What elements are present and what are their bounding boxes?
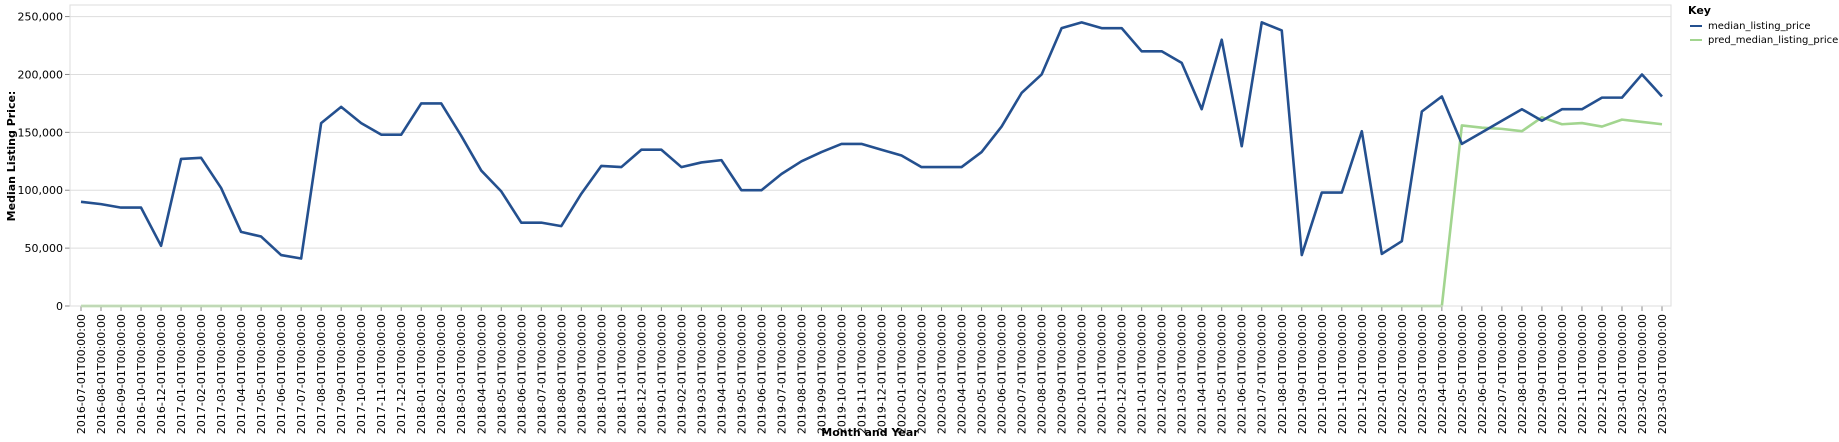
- x-tick-label: 2019-07-01T00:00:00: [775, 314, 788, 434]
- x-tick-label: 2017-01-01T00:00:00: [175, 314, 188, 434]
- x-tick-label: 2021-07-01T00:00:00: [1256, 314, 1269, 434]
- x-tick-label: 2016-10-01T00:00:00: [135, 314, 148, 434]
- x-tick-label: 2023-02-01T00:00:00: [1636, 314, 1649, 434]
- x-tick-label: 2023-01-01T00:00:00: [1616, 314, 1629, 434]
- y-axis-title: Median Listing Price:: [5, 91, 18, 222]
- x-tick-label: 2021-06-01T00:00:00: [1236, 314, 1249, 434]
- x-tick-label: 2019-08-01T00:00:00: [795, 314, 808, 434]
- x-tick-label: 2022-03-01T00:00:00: [1416, 314, 1429, 434]
- x-tick-label: 2020-05-01T00:00:00: [976, 314, 989, 434]
- x-tick-label: 2019-04-01T00:00:00: [715, 314, 728, 434]
- x-tick-label: 2018-01-01T00:00:00: [415, 314, 428, 434]
- x-tick-label: 2020-02-01T00:00:00: [916, 314, 929, 434]
- x-axis: 2016-07-01T00:00:00 2016-08-01T00:00:00 20…: [70, 305, 1671, 434]
- x-tick-label: 2017-07-01T00:00:00: [295, 314, 308, 434]
- x-tick-label: 2021-11-01T00:00:00: [1336, 314, 1349, 434]
- x-tick-label: 2018-05-01T00:00:00: [495, 314, 508, 434]
- y-axis: 0 50,000 100,000 150,000 200,000 250,000: [18, 11, 70, 313]
- x-tick-label: 2017-08-01T00:00:00: [315, 314, 328, 434]
- x-tick-label: 2021-08-01T00:00:00: [1276, 314, 1289, 434]
- x-tick-label: 2016-08-01T00:00:00: [95, 314, 108, 434]
- x-tick-label: 2018-08-01T00:00:00: [555, 314, 568, 434]
- x-tick-label: 2020-10-01T00:00:00: [1076, 314, 1089, 434]
- x-tick-label: 2022-05-01T00:00:00: [1456, 314, 1469, 434]
- x-tick-label: 2017-12-01T00:00:00: [395, 314, 408, 434]
- x-tick-label: 2017-10-01T00:00:00: [355, 314, 368, 434]
- x-tick-label: 2022-04-01T00:00:00: [1436, 314, 1449, 434]
- x-tick-label: 2022-08-01T00:00:00: [1516, 314, 1529, 434]
- x-tick-label: 2018-02-01T00:00:00: [435, 314, 448, 434]
- x-tick-label: 2017-11-01T00:00:00: [375, 314, 388, 434]
- x-axis-title: Month and Year: [821, 426, 919, 439]
- x-tick-label: 2020-04-01T00:00:00: [956, 314, 969, 434]
- x-tick-label: 2022-10-01T00:00:00: [1556, 314, 1569, 434]
- x-tick-label: 2019-05-01T00:00:00: [735, 314, 748, 434]
- x-tick-label: 2018-07-01T00:00:00: [535, 314, 548, 434]
- grid-lines: [70, 16, 1671, 307]
- legend: Key median_listing_price pred_median_lis…: [1688, 4, 1838, 46]
- x-tick-label: 2019-09-01T00:00:00: [815, 314, 828, 434]
- x-tick-label: 2020-03-01T00:00:00: [936, 314, 949, 434]
- y-tick-label: 200,000: [18, 68, 64, 81]
- x-tick-label: 2023-03-01T00:00:00: [1656, 314, 1669, 434]
- x-tick-label: 2019-01-01T00:00:00: [655, 314, 668, 434]
- x-tick-label: 2021-01-01T00:00:00: [1136, 314, 1149, 434]
- x-tick-label: 2018-09-01T00:00:00: [575, 314, 588, 434]
- x-tick-label: 2017-03-01T00:00:00: [215, 314, 228, 434]
- x-tick-label: 2018-06-01T00:00:00: [515, 314, 528, 434]
- y-tick-label: 50,000: [25, 242, 64, 255]
- x-tick-label: 2020-09-01T00:00:00: [1056, 314, 1069, 434]
- x-tick-label: 2016-09-01T00:00:00: [115, 314, 128, 434]
- x-tick-label: 2019-12-01T00:00:00: [876, 314, 889, 434]
- x-tick-label: 2019-03-01T00:00:00: [695, 314, 708, 434]
- legend-label-pred-median-listing-price: pred_median_listing_price: [1708, 35, 1838, 46]
- x-tick-label: 2021-10-01T00:00:00: [1316, 314, 1329, 434]
- x-tick-label: 2021-03-01T00:00:00: [1176, 314, 1189, 434]
- x-tick-label: 2017-06-01T00:00:00: [275, 314, 288, 434]
- x-tick-label: 2020-07-01T00:00:00: [1016, 314, 1029, 434]
- x-tick-label: 2019-11-01T00:00:00: [855, 314, 868, 434]
- x-tick-label: 2018-03-01T00:00:00: [455, 314, 468, 434]
- y-tick-label: 100,000: [18, 184, 64, 197]
- x-tick-label: 2021-05-01T00:00:00: [1216, 314, 1229, 434]
- x-tick-label: 2017-02-01T00:00:00: [195, 314, 208, 434]
- x-tick-label: 2022-09-01T00:00:00: [1536, 314, 1549, 434]
- x-tick-label: 2021-09-01T00:00:00: [1296, 314, 1309, 434]
- legend-title: Key: [1688, 4, 1711, 17]
- x-tick-label: 2020-06-01T00:00:00: [996, 314, 1009, 434]
- x-tick-label: 2018-10-01T00:00:00: [595, 314, 608, 434]
- series-lines: [80, 21, 1663, 308]
- y-tick-label: 250,000: [18, 11, 64, 24]
- x-tick-label: 2016-07-01T00:00:00: [75, 314, 88, 434]
- x-tick-label: 2017-04-01T00:00:00: [235, 314, 248, 434]
- y-tick-label: 0: [56, 300, 63, 313]
- x-tick-label: 2018-12-01T00:00:00: [635, 314, 648, 434]
- x-tick-label: 2020-12-01T00:00:00: [1116, 314, 1129, 434]
- x-tick-label: 2016-12-01T00:00:00: [155, 314, 168, 434]
- x-tick-label: 2022-01-01T00:00:00: [1376, 314, 1389, 434]
- x-tick-label: 2017-09-01T00:00:00: [335, 314, 348, 434]
- x-tick-label: 2022-12-01T00:00:00: [1596, 314, 1609, 434]
- x-tick-label: 2020-01-01T00:00:00: [896, 314, 909, 434]
- x-tick-label: 2018-11-01T00:00:00: [615, 314, 628, 434]
- x-tick-label: 2021-02-01T00:00:00: [1156, 314, 1169, 434]
- x-tick-label: 2019-02-01T00:00:00: [675, 314, 688, 434]
- x-tick-label: 2019-06-01T00:00:00: [755, 314, 768, 434]
- x-tick-label: 2022-02-01T00:00:00: [1396, 314, 1409, 434]
- x-tick-label: 2020-08-01T00:00:00: [1036, 314, 1049, 434]
- x-tick-label: 2022-11-01T00:00:00: [1576, 314, 1589, 434]
- x-tick-label: 2022-06-01T00:00:00: [1476, 314, 1489, 434]
- plot-frame: [69, 4, 1672, 307]
- x-tick-label: 2018-04-01T00:00:00: [475, 314, 488, 434]
- series-line-median-listing-price: [80, 21, 1663, 260]
- x-tick-label: 2020-11-01T00:00:00: [1096, 314, 1109, 434]
- x-tick-label: 2019-10-01T00:00:00: [835, 314, 848, 434]
- x-tick-label: 2022-07-01T00:00:00: [1496, 314, 1509, 434]
- x-tick-label: 2021-12-01T00:00:00: [1356, 314, 1369, 434]
- x-tick-label: 2021-04-01T00:00:00: [1196, 314, 1209, 434]
- legend-label-median-listing-price: median_listing_price: [1708, 21, 1811, 32]
- x-tick-label: 2017-05-01T00:00:00: [255, 314, 268, 434]
- y-tick-label: 150,000: [18, 126, 64, 139]
